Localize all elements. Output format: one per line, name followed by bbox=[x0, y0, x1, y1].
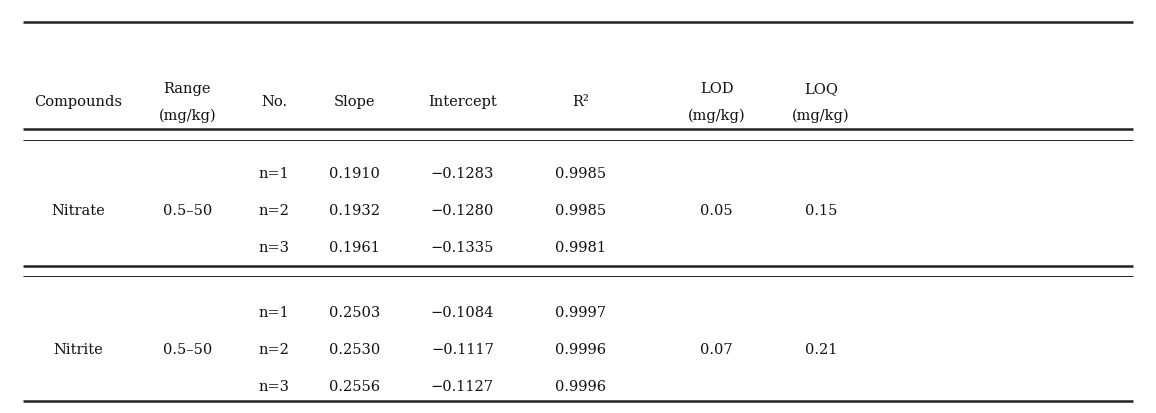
Text: 0.9996: 0.9996 bbox=[555, 342, 606, 356]
Text: 0.15: 0.15 bbox=[805, 204, 837, 218]
Text: No.: No. bbox=[261, 95, 287, 109]
Text: 0.21: 0.21 bbox=[805, 342, 837, 356]
Text: (mg/kg): (mg/kg) bbox=[792, 109, 850, 123]
Text: 0.9997: 0.9997 bbox=[555, 305, 606, 319]
Text: n=3: n=3 bbox=[259, 241, 289, 255]
Text: (mg/kg): (mg/kg) bbox=[688, 109, 746, 123]
Text: LOQ: LOQ bbox=[803, 82, 838, 96]
Text: −0.1283: −0.1283 bbox=[431, 166, 494, 180]
Text: Compounds: Compounds bbox=[35, 95, 123, 109]
Text: Range: Range bbox=[163, 82, 212, 96]
Text: Slope: Slope bbox=[334, 95, 376, 109]
Text: 0.2530: 0.2530 bbox=[329, 342, 380, 356]
Text: (mg/kg): (mg/kg) bbox=[158, 109, 216, 123]
Text: n=2: n=2 bbox=[259, 204, 289, 218]
Text: 0.5–50: 0.5–50 bbox=[163, 204, 212, 218]
Text: 0.9985: 0.9985 bbox=[555, 204, 606, 218]
Text: R²: R² bbox=[572, 95, 588, 109]
Text: LOD: LOD bbox=[699, 82, 734, 96]
Text: −0.1084: −0.1084 bbox=[431, 305, 494, 319]
Text: 0.9985: 0.9985 bbox=[555, 166, 606, 180]
Text: 0.05: 0.05 bbox=[701, 204, 733, 218]
Text: 0.2556: 0.2556 bbox=[329, 379, 380, 393]
Text: Nitrite: Nitrite bbox=[53, 342, 104, 356]
Text: −0.1335: −0.1335 bbox=[431, 241, 494, 255]
Text: −0.1117: −0.1117 bbox=[431, 342, 494, 356]
Text: 0.1910: 0.1910 bbox=[329, 166, 380, 180]
Text: −0.1127: −0.1127 bbox=[431, 379, 494, 393]
Text: 0.2503: 0.2503 bbox=[329, 305, 380, 319]
Text: n=1: n=1 bbox=[259, 166, 289, 180]
Text: 0.9996: 0.9996 bbox=[555, 379, 606, 393]
Text: n=2: n=2 bbox=[259, 342, 289, 356]
Text: −0.1280: −0.1280 bbox=[431, 204, 494, 218]
Text: 0.1961: 0.1961 bbox=[329, 241, 380, 255]
Text: 0.1932: 0.1932 bbox=[329, 204, 380, 218]
Text: 0.07: 0.07 bbox=[701, 342, 733, 356]
Text: n=3: n=3 bbox=[259, 379, 289, 393]
Text: 0.5–50: 0.5–50 bbox=[163, 342, 212, 356]
Text: 0.9981: 0.9981 bbox=[555, 241, 606, 255]
Text: Intercept: Intercept bbox=[428, 95, 497, 109]
Text: n=1: n=1 bbox=[259, 305, 289, 319]
Text: Nitrate: Nitrate bbox=[52, 204, 105, 218]
